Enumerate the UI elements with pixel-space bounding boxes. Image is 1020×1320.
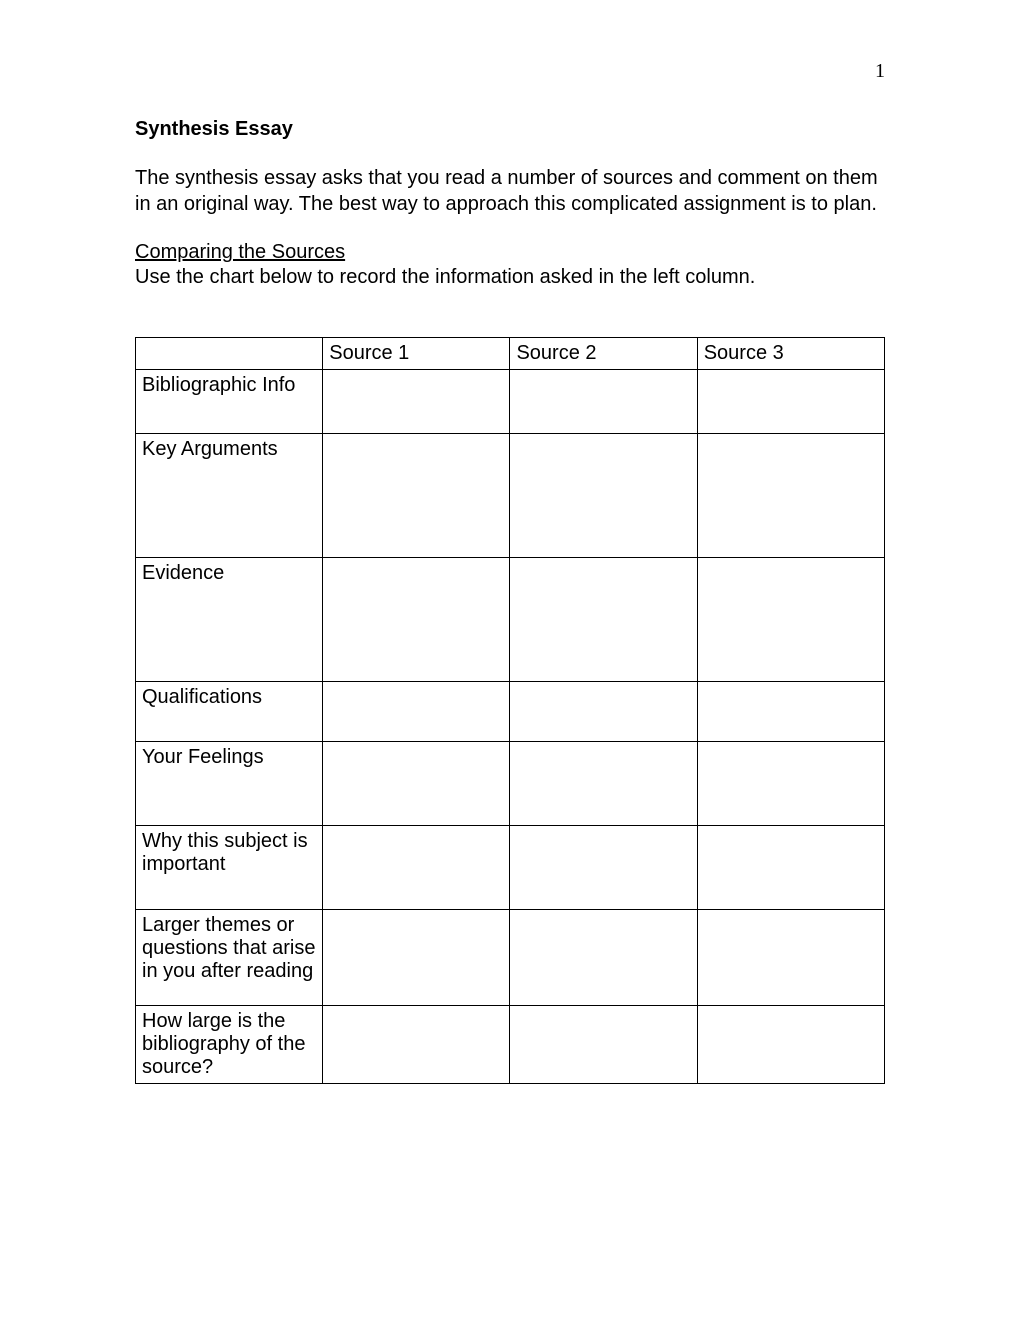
table-cell <box>510 1006 697 1084</box>
table-cell <box>323 682 510 742</box>
table-row: Larger themes or questions that arise in… <box>136 910 885 1006</box>
section-subheading: Comparing the Sources <box>135 241 885 264</box>
table-cell <box>697 682 884 742</box>
row-label: Your Feelings <box>136 742 323 826</box>
table-cell <box>323 434 510 558</box>
row-label: Qualifications <box>136 682 323 742</box>
table-cell <box>510 434 697 558</box>
table-cell <box>697 742 884 826</box>
table-cell <box>510 558 697 682</box>
table-row: Bibliographic Info <box>136 370 885 434</box>
row-label: How large is the bibliography of the sou… <box>136 1006 323 1084</box>
document-page: 1 Synthesis Essay The synthesis essay as… <box>0 0 1020 1084</box>
table-header-row: Source 1 Source 2 Source 3 <box>136 338 885 370</box>
table-cell <box>697 1006 884 1084</box>
table-body: Bibliographic InfoKey ArgumentsEvidenceQ… <box>136 370 885 1084</box>
table-cell <box>510 682 697 742</box>
page-number: 1 <box>875 60 885 83</box>
table-row: Key Arguments <box>136 434 885 558</box>
table-cell <box>323 742 510 826</box>
instruction-text: Use the chart below to record the inform… <box>135 266 885 289</box>
table-cell <box>510 826 697 910</box>
table-cell <box>323 370 510 434</box>
table-row: How large is the bibliography of the sou… <box>136 1006 885 1084</box>
row-label: Key Arguments <box>136 434 323 558</box>
intro-paragraph: The synthesis essay asks that you read a… <box>135 165 885 217</box>
table-row: Qualifications <box>136 682 885 742</box>
table-row: Why this subject is important <box>136 826 885 910</box>
row-label: Why this subject is important <box>136 826 323 910</box>
comparison-table: Source 1 Source 2 Source 3 Bibliographic… <box>135 337 885 1084</box>
table-cell <box>323 910 510 1006</box>
table-header-blank <box>136 338 323 370</box>
table-header-source3: Source 3 <box>697 338 884 370</box>
table-cell <box>323 558 510 682</box>
table-header-source1: Source 1 <box>323 338 510 370</box>
table-cell <box>323 826 510 910</box>
page-title: Synthesis Essay <box>135 118 885 141</box>
table-cell <box>697 434 884 558</box>
table-cell <box>510 742 697 826</box>
table-cell <box>510 370 697 434</box>
table-cell <box>697 558 884 682</box>
row-label: Bibliographic Info <box>136 370 323 434</box>
table-cell <box>697 370 884 434</box>
table-cell <box>697 826 884 910</box>
table-cell <box>510 910 697 1006</box>
row-label: Evidence <box>136 558 323 682</box>
table-row: Evidence <box>136 558 885 682</box>
row-label: Larger themes or questions that arise in… <box>136 910 323 1006</box>
table-cell <box>323 1006 510 1084</box>
table-row: Your Feelings <box>136 742 885 826</box>
table-header-source2: Source 2 <box>510 338 697 370</box>
table-cell <box>697 910 884 1006</box>
